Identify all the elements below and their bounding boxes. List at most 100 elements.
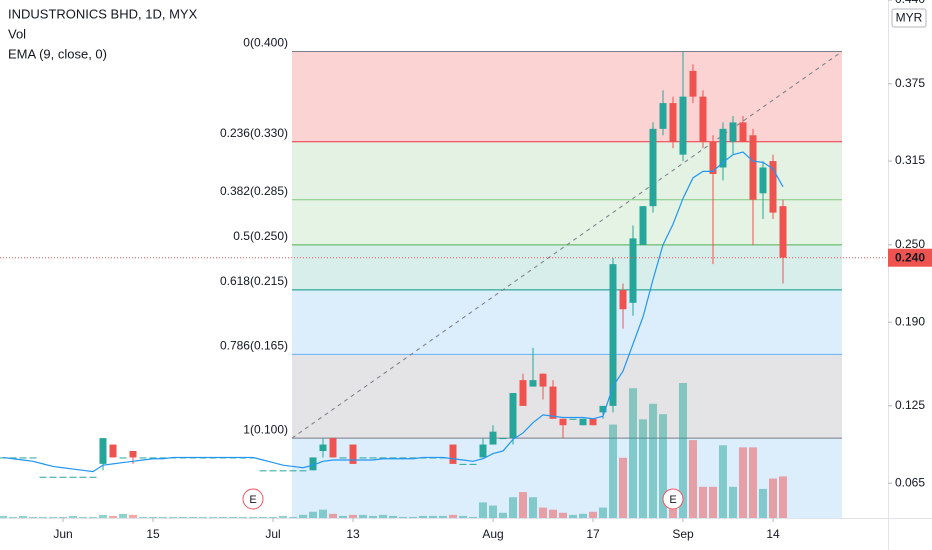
candle-body — [409, 457, 417, 459]
candle-body — [319, 444, 327, 451]
volume-bar — [729, 486, 737, 518]
volume-bar — [559, 512, 567, 518]
volume-bar — [429, 515, 437, 518]
volume-bar — [759, 488, 767, 518]
volume-bar — [89, 516, 97, 518]
y-tick-label: 0.375 — [895, 76, 925, 90]
candle-body — [59, 476, 67, 478]
candle-body — [649, 128, 657, 207]
volume-bar — [599, 507, 607, 518]
candle-body — [379, 457, 387, 459]
volume-bar — [679, 383, 687, 518]
fib-label: 0.382(0.285) — [220, 184, 288, 198]
y-tick-label: 0.190 — [895, 314, 925, 328]
fib-label: 0.618(0.215) — [220, 274, 288, 288]
volume-bar — [19, 515, 27, 518]
volume-bar — [609, 424, 617, 518]
fib-label: 0.236(0.330) — [220, 126, 288, 140]
candle-body — [89, 476, 97, 478]
x-tick-label: 13 — [346, 527, 360, 541]
candle-body — [449, 444, 457, 464]
volume-bar — [539, 507, 547, 518]
volume-bar — [149, 516, 157, 518]
fib-label: 0.786(0.165) — [220, 339, 288, 353]
volume-bar — [359, 514, 367, 518]
volume-bar — [249, 516, 257, 518]
volume-bar — [529, 497, 537, 518]
volume-bar — [79, 516, 87, 518]
volume-bar — [59, 516, 67, 518]
candle-body — [39, 476, 47, 478]
legend-entry: EMA (9, close, 0) — [8, 46, 107, 61]
candle-body — [749, 135, 757, 200]
volume-bar — [299, 514, 307, 518]
candle-body — [639, 206, 647, 245]
candle-body — [559, 418, 567, 426]
x-tick-label: 14 — [766, 527, 780, 541]
volume-bar — [39, 516, 47, 518]
volume-bar — [329, 513, 337, 518]
currency-label: MYR — [896, 11, 923, 25]
volume-bar — [369, 515, 377, 518]
volume-bar — [289, 516, 297, 518]
candle-body — [579, 418, 587, 426]
volume-bar — [469, 516, 477, 518]
candle-body — [109, 444, 117, 458]
y-tick-label: 0.315 — [895, 153, 925, 167]
event-marker — [662, 488, 684, 510]
fib-label: 1(0.100) — [243, 422, 288, 436]
volume-bar — [459, 515, 467, 518]
volume-bar — [179, 516, 187, 518]
fib-trend-line — [291, 51, 843, 439]
volume-bar — [509, 497, 517, 518]
volume-bar — [479, 502, 487, 518]
candle-body — [119, 457, 127, 459]
candle-body — [339, 457, 347, 459]
volume-bar — [499, 512, 507, 518]
candle-body — [719, 128, 727, 168]
candle-body — [459, 463, 467, 465]
volume-bar — [239, 516, 247, 518]
candle-body — [569, 418, 577, 420]
volume-bar — [549, 509, 557, 518]
fib-zone — [292, 199, 842, 245]
candle-body — [479, 444, 487, 458]
volume-bar — [159, 516, 167, 518]
volume-bar — [219, 516, 227, 518]
candle-body — [399, 457, 407, 459]
volume-bar — [589, 511, 597, 518]
fib-zone — [292, 244, 842, 290]
volume-bar — [449, 514, 457, 518]
volume-bar — [309, 511, 317, 518]
event-marker — [242, 488, 264, 510]
candle-body — [689, 70, 697, 97]
candle-body — [469, 463, 477, 465]
candle-body — [79, 476, 87, 478]
candle-body — [549, 386, 557, 419]
volume-bar — [579, 513, 587, 518]
candle-body — [369, 457, 377, 459]
currency-box — [891, 8, 927, 28]
candle-body — [69, 476, 77, 478]
candle-body — [279, 470, 287, 472]
fib-zone — [292, 354, 842, 439]
x-tick-label: Jul — [265, 527, 280, 541]
volume-bar — [779, 476, 787, 518]
volume-bar — [99, 514, 107, 518]
volume-bar — [129, 514, 137, 518]
candle-body — [609, 264, 617, 406]
volume-bar — [209, 516, 217, 518]
volume-bar — [399, 516, 407, 518]
candle-body — [729, 122, 737, 142]
candle-body — [509, 393, 517, 439]
y-tick-label: 0.250 — [895, 237, 925, 251]
event-label: E — [669, 494, 676, 506]
candle-body — [669, 103, 677, 142]
volume-bar — [109, 515, 117, 518]
candle-body — [289, 470, 297, 472]
volume-bar — [769, 478, 777, 518]
y-tick-label: 0.440 — [895, 0, 925, 6]
x-tick-label: Jun — [53, 527, 72, 541]
